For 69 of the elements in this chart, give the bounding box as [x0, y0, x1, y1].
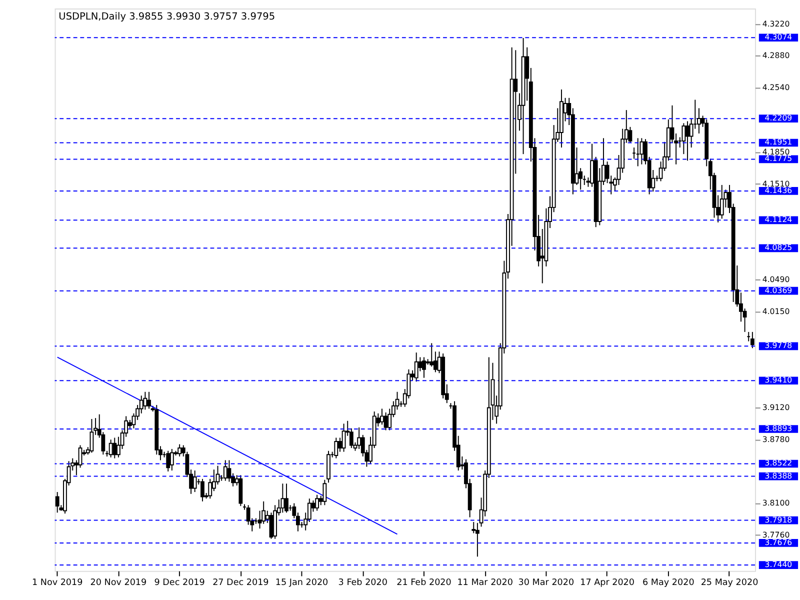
candlestick	[720, 184, 724, 220]
y-tick-label: 4.0150	[762, 306, 790, 316]
candlestick	[414, 352, 418, 382]
x-tick-label: 1 Nov 2019	[32, 578, 83, 588]
candlestick	[640, 138, 644, 165]
ref-line-label: 3.8893	[764, 424, 792, 433]
y-tick-label: 4.3220	[762, 19, 790, 28]
candlestick	[357, 426, 362, 450]
candlestick	[143, 391, 148, 410]
ref-line-label: 4.1775	[764, 154, 792, 164]
ref-line-label: 3.9778	[764, 341, 792, 350]
candlestick	[223, 460, 228, 482]
x-tick-label: 21 Feb 2020	[396, 578, 452, 588]
y-tick-label: 3.9120	[762, 403, 790, 412]
x-tick-label: 3 Feb 2020	[338, 578, 388, 588]
candlestick	[55, 492, 60, 514]
x-tick-label: 9 Dec 2019	[154, 578, 205, 588]
x-tick-label: 15 Jan 2020	[275, 578, 329, 588]
candlestick	[227, 460, 232, 482]
y-tick-label: 3.8780	[762, 435, 790, 444]
candlestick	[334, 437, 338, 459]
candlestick	[384, 412, 388, 431]
candlestick	[380, 408, 384, 426]
candlestick	[686, 120, 690, 162]
ref-line-label: 4.1124	[764, 215, 792, 224]
x-tick-label: 20 Nov 2019	[90, 578, 147, 588]
candlestick	[422, 356, 426, 378]
candlestick	[342, 423, 346, 452]
chart-title: USDPLN,Daily 3.9855 3.9930 3.9757 3.9795	[58, 11, 276, 22]
candlestick	[750, 331, 754, 349]
x-tick-label: 6 May 2020	[642, 578, 695, 588]
ref-line-label: 3.8522	[764, 458, 792, 468]
ref-line-label: 4.0369	[764, 286, 792, 295]
x-tick-label: 27 Dec 2019	[212, 578, 269, 588]
ref-line-label: 3.8388	[764, 471, 792, 480]
candlestick	[200, 478, 204, 502]
y-tick-label: 3.7760	[762, 530, 790, 540]
ref-line-label: 3.7918	[764, 515, 792, 524]
ref-line-label: 4.0825	[764, 243, 792, 252]
candlestick	[170, 448, 174, 471]
candlestick	[430, 342, 434, 368]
ref-line-label: 4.2209	[764, 114, 792, 123]
ref-line-label: 3.7440	[764, 560, 792, 569]
ref-line-label: 4.3074	[764, 32, 792, 42]
candlestick	[147, 391, 151, 410]
ref-line-label: 3.7676	[764, 538, 792, 547]
ref-line-label: 3.9410	[764, 376, 792, 385]
y-tick-label: 4.1510	[762, 179, 790, 188]
y-tick-label: 4.2880	[762, 51, 790, 60]
candlestick	[262, 500, 266, 524]
candlestick	[178, 444, 182, 457]
candlestick	[108, 439, 113, 458]
x-tick-label: 30 Mar 2020	[518, 578, 574, 588]
candlestick	[322, 479, 327, 506]
candlestick	[192, 470, 197, 493]
y-tick-label: 3.8100	[762, 498, 790, 508]
x-tick-label: 11 Mar 2020	[457, 578, 514, 588]
ref-line-label: 4.1436	[764, 186, 792, 195]
candlestick	[112, 437, 117, 459]
candlestick	[90, 418, 94, 454]
x-tick-label: 25 May 2020	[700, 578, 759, 588]
candlestick	[315, 494, 320, 512]
candlestick	[284, 483, 288, 514]
candlestick	[166, 450, 170, 472]
candlestick	[280, 483, 285, 514]
y-tick-label: 4.2540	[762, 83, 790, 92]
x-tick-label: 17 Apr 2020	[580, 578, 635, 588]
y-tick-label: 4.0490	[762, 274, 790, 284]
ref-line-label: 4.1951	[764, 138, 792, 147]
